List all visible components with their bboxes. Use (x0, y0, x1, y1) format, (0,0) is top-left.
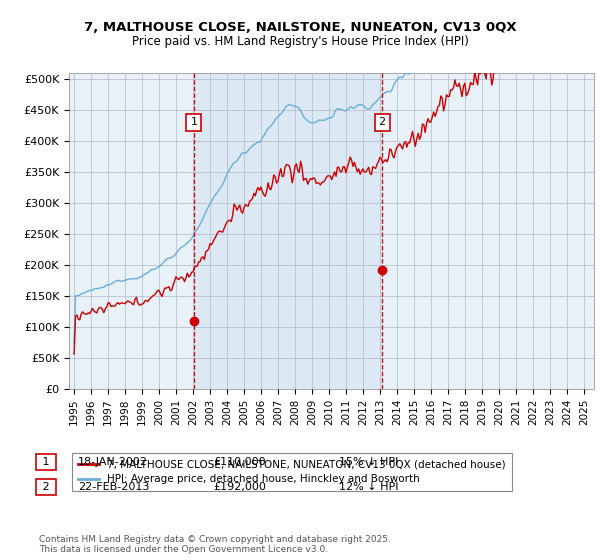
Text: 15% ↓ HPI: 15% ↓ HPI (339, 457, 398, 467)
Text: 2: 2 (379, 118, 386, 128)
Bar (194, 73, 382, 389)
Text: 2: 2 (39, 482, 53, 492)
Text: 1: 1 (39, 457, 53, 467)
Text: £110,000: £110,000 (213, 457, 266, 467)
Legend: 7, MALTHOUSE CLOSE, NAILSTONE, NUNEATON, CV13 0QX (detached house), HPI: Average: 7, MALTHOUSE CLOSE, NAILSTONE, NUNEATON,… (71, 453, 512, 491)
Text: 1: 1 (190, 118, 197, 128)
Text: Price paid vs. HM Land Registry's House Price Index (HPI): Price paid vs. HM Land Registry's House … (131, 35, 469, 48)
Text: 7, MALTHOUSE CLOSE, NAILSTONE, NUNEATON, CV13 0QX: 7, MALTHOUSE CLOSE, NAILSTONE, NUNEATON,… (83, 21, 517, 34)
Text: Contains HM Land Registry data © Crown copyright and database right 2025.
This d: Contains HM Land Registry data © Crown c… (39, 535, 391, 554)
Text: 12% ↓ HPI: 12% ↓ HPI (339, 482, 398, 492)
Text: 18-JAN-2002: 18-JAN-2002 (78, 457, 148, 467)
Text: 22-FEB-2013: 22-FEB-2013 (78, 482, 149, 492)
Text: £192,000: £192,000 (213, 482, 266, 492)
